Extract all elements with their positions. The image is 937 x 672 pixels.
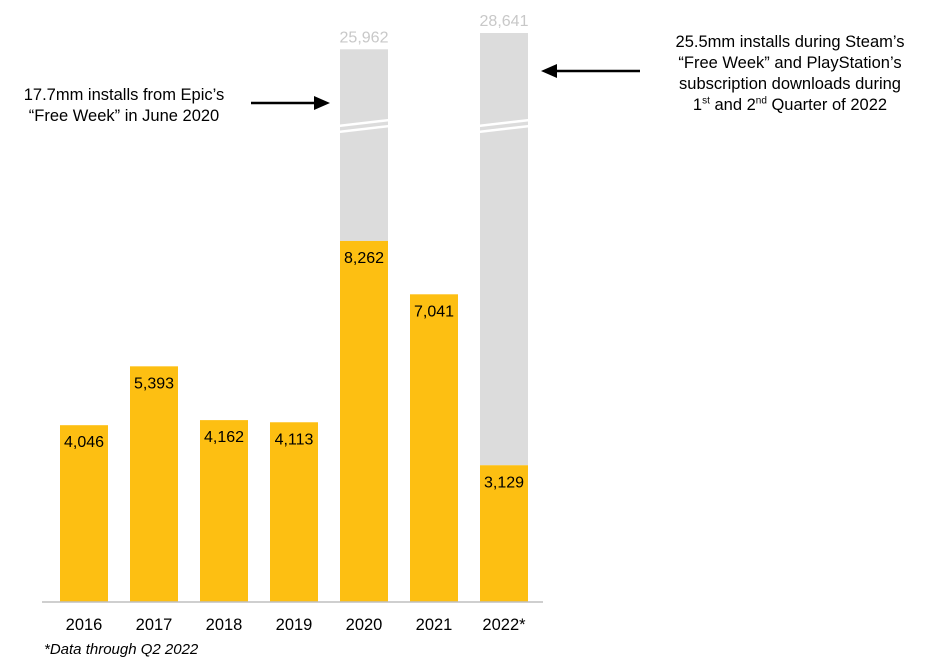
x-tick-label-2022: 2022* [482,616,526,634]
footnote: *Data through Q2 2022 [44,641,199,658]
labels-layer: 4,046 5,393 4,162 4,113 25,962 8,262 7,041 28,6… [64,13,529,491]
annotation-arrow-right [541,64,640,78]
bar-2017 [130,366,178,602]
data-label-2019: 4,113 [275,431,314,448]
bar-extra-2022 [480,33,528,466]
bars-layer [60,33,531,602]
data-label-2018: 4,162 [204,429,244,446]
x-tick-label-2016: 2016 [66,616,103,634]
data-label-2020: 8,262 [344,250,384,267]
tick-labels-layer: 2016 2017 2018 2019 2020 2021 2022* [66,616,526,634]
x-tick-label-2017: 2017 [136,616,173,634]
bar-2022 [480,465,528,602]
axis-break-mark [337,118,391,128]
bar-2019 [270,422,318,602]
data-label-2021: 7,041 [414,303,454,320]
annotation-arrow-left [251,96,330,110]
x-tick-label-2021: 2021 [416,616,453,634]
data-label-2017: 5,393 [134,375,174,392]
bar-2018 [200,420,248,602]
annotation-epic-free-week: 17.7mm installs from Epic’s “Free Week” … [6,85,242,127]
x-tick-label-2019: 2019 [276,616,313,634]
axis-break-mark [477,124,531,134]
annotation-line: 1st and 2nd Quarter of 2022 [692,95,888,114]
x-tick-label-2018: 2018 [206,616,243,634]
annotation-line: “Free Week” and PlayStation’s [678,54,902,72]
total-label-2022: 28,641 [480,13,529,30]
total-label-2020: 25,962 [340,29,389,46]
annotation-line: 17.7mm installs from Epic’s [23,86,225,104]
annotation-line: “Free Week” in June 2020 [28,107,220,125]
bar-extra-2020 [340,49,388,241]
bar-2020 [340,240,388,602]
annotation-steam-playstation: 25.5mm installs during Steam’s “Free Wee… [650,32,930,116]
axis-break-mark [477,118,531,128]
data-label-2016: 4,046 [64,434,104,451]
annotation-line: 25.5mm installs during Steam’s [675,33,905,51]
bar-2016 [60,425,108,602]
x-tick-label-2020: 2020 [346,616,383,634]
axis-break-mark [337,124,391,134]
data-label-2022: 3,129 [484,474,524,491]
annotation-line: subscription downloads during [679,75,901,93]
bar-2021 [410,294,458,602]
